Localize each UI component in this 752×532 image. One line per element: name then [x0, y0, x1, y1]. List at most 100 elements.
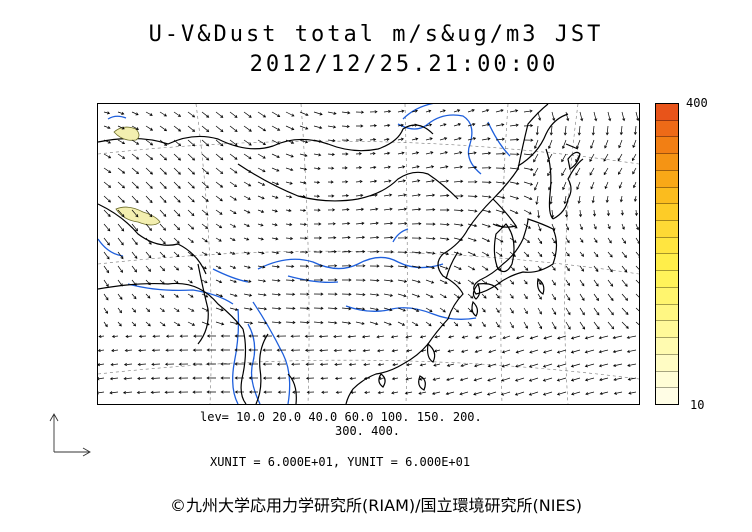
wind-vector-arrow	[229, 153, 238, 160]
wind-vector-arrow	[321, 390, 329, 394]
wind-vector-arrow	[397, 151, 405, 155]
wind-vector-arrow	[313, 153, 322, 157]
wind-vector-arrow	[397, 221, 408, 226]
wind-vector-arrow	[474, 349, 483, 354]
wind-vector-arrow	[123, 362, 133, 367]
wind-vector-arrow	[481, 123, 491, 127]
wind-vector-arrow	[327, 306, 338, 311]
wind-vector-arrow	[397, 193, 407, 197]
wind-vector-arrow	[474, 363, 483, 368]
wind-vector-arrow	[561, 167, 567, 177]
wind-vector-arrow	[151, 362, 161, 366]
wind-vector-arrow	[117, 111, 125, 115]
wind-vector-arrow	[243, 181, 252, 187]
wind-vector-arrow	[425, 251, 436, 255]
wind-vector-arrow	[159, 251, 166, 258]
wind-vector-arrow	[103, 153, 112, 159]
wind-vector-arrow	[607, 321, 615, 330]
wind-vector-arrow	[633, 125, 637, 136]
wind-vector-arrow	[103, 293, 109, 301]
wind-vector-arrow	[575, 153, 581, 163]
wind-vector-arrow	[563, 195, 567, 205]
wind-vector-arrow	[495, 109, 504, 113]
wind-vector-arrow	[229, 167, 238, 174]
wind-vector-arrow	[103, 223, 111, 232]
wind-vector-arrow	[164, 390, 175, 394]
wind-vector-arrow	[299, 320, 310, 325]
wind-vector-arrow	[405, 377, 413, 381]
wind-vector-arrow	[243, 251, 251, 255]
wind-vector-arrow	[603, 167, 609, 176]
wind-vector-arrow	[243, 195, 251, 200]
wind-vector-arrow	[248, 348, 258, 352]
wind-vector-arrow	[397, 321, 406, 326]
wind-vector-arrow	[516, 335, 525, 340]
wind-vector-arrow	[131, 209, 139, 218]
wind-vector-arrow	[425, 265, 435, 270]
wind-vector-arrow	[537, 209, 541, 219]
wind-vector-arrow	[453, 137, 462, 141]
wind-vector-arrow	[575, 167, 581, 176]
wind-vector-arrow	[243, 111, 252, 118]
wind-vector-arrow	[285, 306, 296, 311]
wind-vector-arrow	[439, 293, 447, 299]
wind-vector-arrow	[299, 125, 309, 130]
wind-vector-arrow	[378, 376, 385, 381]
wind-vector-arrow	[481, 108, 490, 113]
wind-vector-arrow	[173, 195, 181, 203]
wind-vector-arrow	[192, 362, 203, 366]
wind-vector-arrow	[411, 251, 422, 255]
wind-vector-arrow	[487, 363, 497, 368]
wind-vector-arrow	[397, 179, 406, 183]
wind-vector-arrow	[556, 349, 567, 354]
wind-vector-arrow	[495, 307, 500, 313]
wind-vector-arrow	[201, 195, 209, 202]
wind-vector-arrow	[439, 222, 450, 227]
wind-vector-arrow	[383, 151, 391, 155]
wind-vector-arrow	[369, 278, 380, 283]
wind-vector-arrow	[187, 181, 195, 189]
wind-vector-arrow	[411, 279, 421, 284]
wind-vector-arrow	[159, 307, 165, 313]
wind-vector-arrow	[243, 167, 252, 173]
wind-vector-arrow	[411, 265, 422, 269]
wind-vector-arrow	[327, 180, 334, 184]
wind-vector-arrow	[145, 125, 154, 131]
wind-vector-arrow	[271, 223, 278, 227]
wind-vector-arrow	[551, 237, 556, 244]
wind-vector-arrow	[271, 153, 280, 159]
wind-vector-arrow	[383, 221, 394, 225]
wind-vector-arrow	[341, 307, 352, 311]
wind-vector-arrow	[425, 293, 434, 298]
wind-vector-arrow	[131, 237, 138, 246]
wind-vector-arrow	[131, 111, 139, 116]
wind-vector-arrow	[263, 390, 273, 394]
wind-vector-arrow	[369, 293, 380, 297]
wind-vector-arrow	[117, 181, 126, 189]
wind-vector-arrow	[229, 293, 238, 298]
wind-vector-arrow	[383, 293, 394, 297]
wind-vector-arrow	[592, 209, 597, 217]
wind-vector-arrow	[626, 349, 637, 353]
wind-vector-arrow	[584, 349, 595, 354]
wind-vector-arrow	[523, 279, 528, 285]
wind-vector-arrow	[355, 278, 366, 282]
wind-vector-arrow	[187, 111, 196, 118]
wind-vector-arrow	[220, 334, 230, 338]
wind-vector-arrow	[201, 307, 210, 312]
wind-vector-arrow	[131, 223, 139, 232]
contour-levels-line1: lev= 10.0 20.0 40.0 60.0 100. 150. 200.	[200, 410, 482, 424]
wind-vector-arrow	[271, 321, 282, 325]
wind-vector-arrow	[276, 334, 287, 338]
wind-vector-arrow	[425, 109, 432, 113]
wind-vector-arrow	[579, 251, 585, 257]
wind-vector-arrow	[362, 349, 371, 353]
wind-vector-arrow	[481, 137, 491, 141]
wind-vector-arrow	[318, 334, 329, 339]
wind-vector-arrow	[529, 335, 539, 340]
wind-vector-arrow	[439, 193, 450, 198]
wind-vector-arrow	[123, 377, 133, 381]
wind-vector-arrow	[495, 237, 504, 243]
wind-vector-arrow	[355, 207, 365, 211]
wind-vector-arrow	[313, 292, 324, 296]
